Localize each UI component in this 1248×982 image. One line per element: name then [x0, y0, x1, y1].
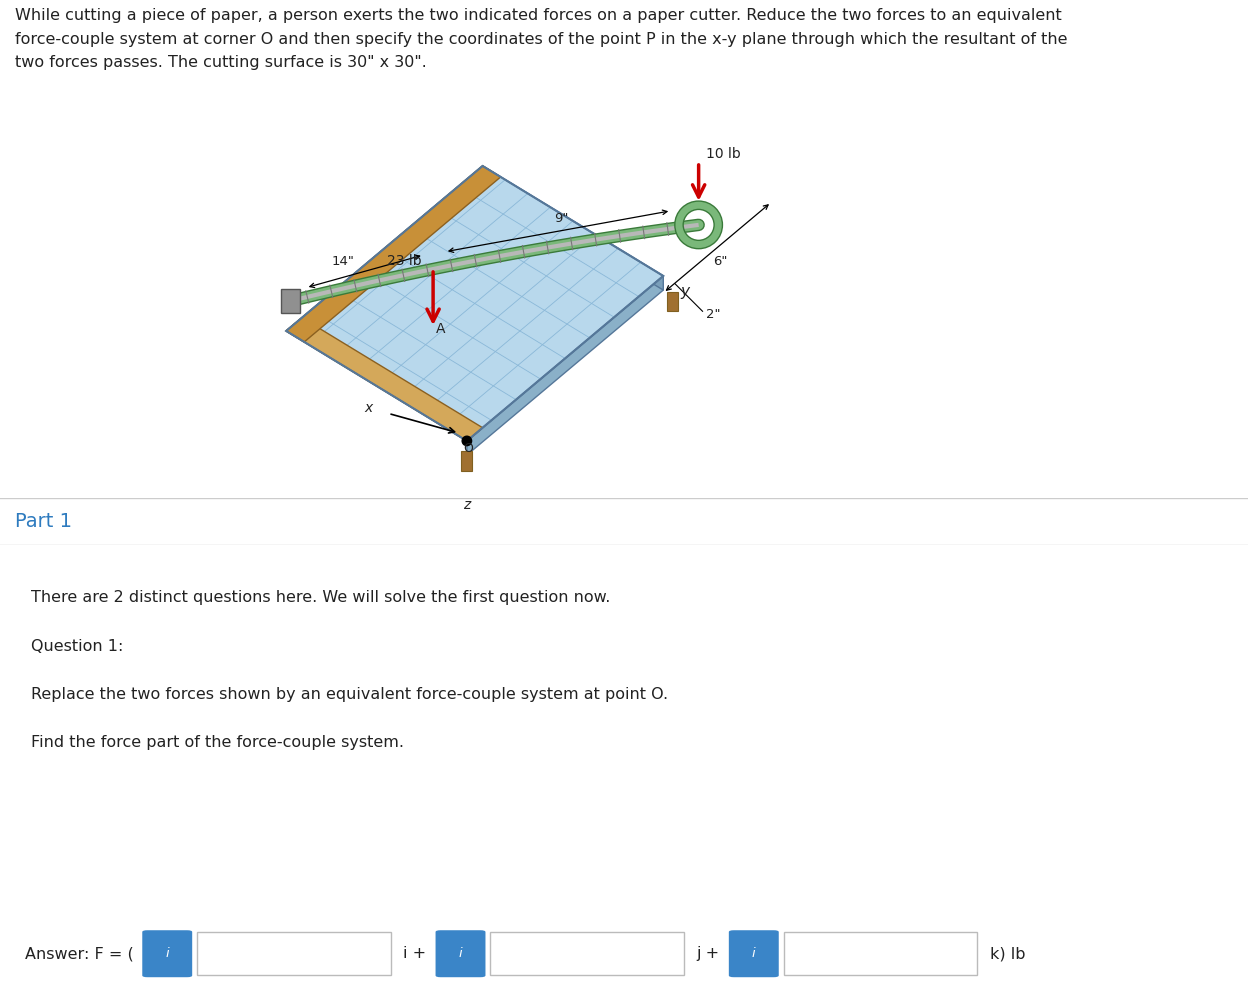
- Text: Part 1: Part 1: [15, 512, 72, 531]
- Text: O: O: [463, 443, 473, 456]
- Text: i: i: [166, 948, 168, 960]
- Polygon shape: [483, 166, 663, 290]
- Text: i: i: [459, 948, 462, 960]
- Text: Replace the two forces shown by an equivalent force-couple system at point O.: Replace the two forces shown by an equiv…: [31, 686, 669, 701]
- FancyBboxPatch shape: [729, 930, 779, 977]
- Text: 14": 14": [332, 255, 354, 268]
- Polygon shape: [286, 166, 493, 338]
- Text: x: x: [364, 401, 373, 414]
- Text: k) lb: k) lb: [990, 947, 1025, 961]
- Text: While cutting a piece of paper, a person exerts the two indicated forces on a pa: While cutting a piece of paper, a person…: [15, 8, 1067, 70]
- Polygon shape: [286, 323, 477, 441]
- Text: i: i: [753, 948, 755, 960]
- Polygon shape: [467, 276, 663, 455]
- Text: 9": 9": [554, 212, 568, 225]
- Text: A: A: [437, 322, 446, 337]
- Text: z: z: [463, 498, 470, 513]
- FancyBboxPatch shape: [784, 932, 977, 975]
- Text: Answer: F = (: Answer: F = (: [25, 947, 134, 961]
- Text: 10 lb: 10 lb: [706, 147, 741, 161]
- Polygon shape: [286, 166, 663, 441]
- FancyBboxPatch shape: [142, 930, 192, 977]
- Text: y: y: [680, 284, 690, 299]
- Polygon shape: [286, 166, 500, 342]
- Polygon shape: [286, 318, 483, 441]
- Text: Find the force part of the force-couple system.: Find the force part of the force-couple …: [31, 735, 404, 749]
- FancyBboxPatch shape: [436, 930, 485, 977]
- FancyBboxPatch shape: [490, 932, 684, 975]
- Text: There are 2 distinct questions here. We will solve the first question now.: There are 2 distinct questions here. We …: [31, 590, 610, 606]
- Text: j +: j +: [696, 947, 720, 961]
- Bar: [666, 292, 678, 311]
- Text: Question 1:: Question 1:: [31, 638, 124, 654]
- Text: 6": 6": [714, 254, 728, 268]
- Circle shape: [462, 436, 472, 446]
- FancyBboxPatch shape: [197, 932, 391, 975]
- Bar: [281, 290, 301, 313]
- Text: 23 lb: 23 lb: [387, 254, 422, 268]
- Text: 2": 2": [706, 307, 721, 320]
- Bar: [305, 321, 316, 341]
- Text: i +: i +: [403, 947, 427, 961]
- Bar: [462, 451, 473, 470]
